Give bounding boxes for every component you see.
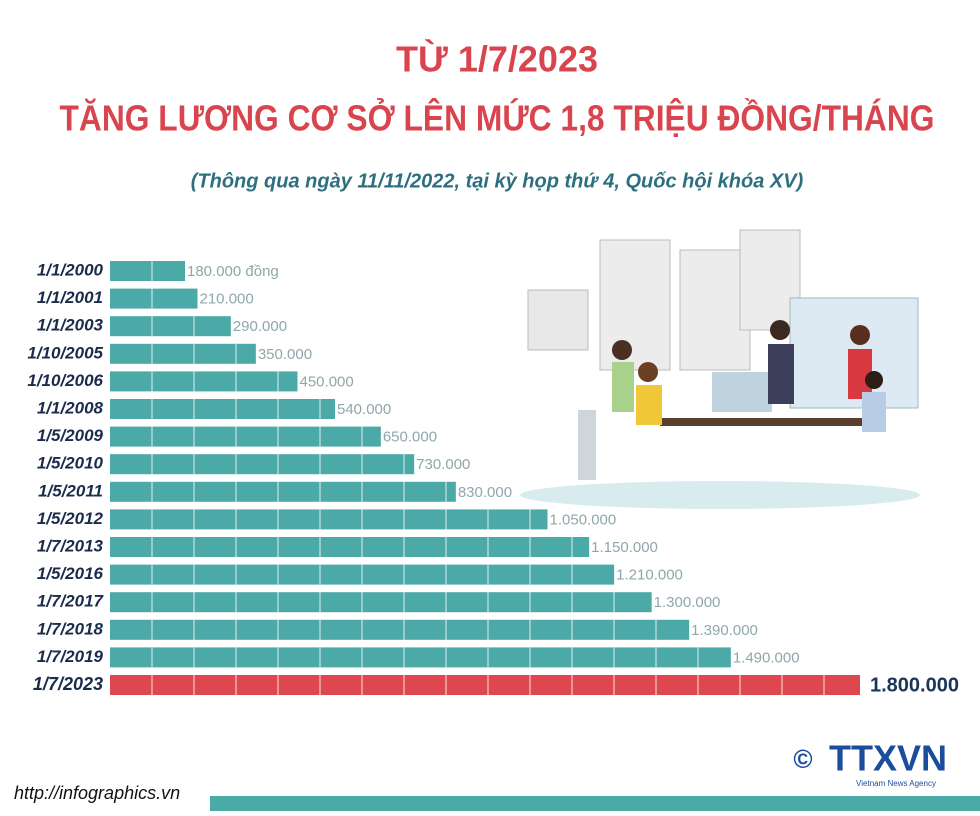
bar bbox=[110, 619, 690, 640]
footer-url: http://infographics.vn bbox=[14, 783, 180, 803]
value-label: 730.000 bbox=[416, 456, 470, 473]
bar bbox=[110, 399, 335, 419]
value-label: 1.490.000 bbox=[733, 649, 800, 666]
value-label: 830.000 bbox=[458, 484, 512, 501]
bar bbox=[110, 343, 256, 364]
category-label: 1/7/2013 bbox=[37, 536, 104, 555]
chart-title: TỪ 1/7/2023 bbox=[396, 38, 598, 80]
category-label: 1/1/2001 bbox=[37, 288, 103, 307]
chart-subtitle: TĂNG LƯƠNG CƠ SỞ LÊN MỨC 1,8 TRIỆU ĐỒNG/… bbox=[60, 97, 935, 139]
footer-stripe bbox=[0, 796, 980, 811]
bar bbox=[110, 316, 231, 337]
category-label: 1/5/2010 bbox=[37, 454, 104, 473]
category-label: 1/5/2016 bbox=[37, 564, 104, 583]
value-label: 1.300.000 bbox=[654, 594, 721, 611]
category-label: 1/7/2017 bbox=[37, 592, 105, 611]
category-label: 1/10/2006 bbox=[27, 371, 103, 390]
bar bbox=[110, 481, 456, 502]
category-label: 1/5/2009 bbox=[37, 426, 104, 445]
illustration bbox=[520, 229, 920, 509]
category-label: 1/1/2008 bbox=[37, 398, 104, 417]
bar-chart: 1/1/2000 180.000 đồng 1/1/2001 210.000 1/1/2… bbox=[27, 260, 959, 696]
copyright: © bbox=[793, 744, 812, 774]
footer-url-box bbox=[0, 780, 210, 811]
value-label: 540.000 bbox=[337, 401, 391, 418]
value-label: 1.800.000 bbox=[870, 674, 959, 696]
value-label: 180.000 đồng bbox=[187, 263, 279, 280]
logo: TTXVN bbox=[829, 738, 947, 779]
value-label: 1.150.000 bbox=[591, 539, 658, 556]
category-label: 1/1/2003 bbox=[37, 316, 104, 335]
bar bbox=[110, 261, 185, 281]
category-label: 1/5/2011 bbox=[38, 481, 103, 500]
value-label: 210.000 bbox=[200, 291, 254, 308]
bar bbox=[110, 454, 415, 475]
bar bbox=[110, 647, 731, 668]
value-label: 1.210.000 bbox=[616, 567, 683, 584]
bar bbox=[110, 509, 548, 530]
bar bbox=[110, 537, 590, 557]
chart-note: (Thông qua ngày 11/11/2022, tại kỳ họp t… bbox=[191, 170, 804, 192]
value-label: 290.000 bbox=[233, 318, 287, 335]
category-label: 1/10/2005 bbox=[27, 343, 103, 362]
value-label: 1.050.000 bbox=[550, 511, 617, 528]
category-label: 1/7/2023 bbox=[33, 674, 103, 694]
bar bbox=[110, 592, 652, 613]
value-label: 650.000 bbox=[383, 429, 437, 446]
category-label: 1/7/2019 bbox=[37, 647, 104, 666]
value-label: 350.000 bbox=[258, 346, 312, 363]
bar bbox=[110, 675, 860, 695]
category-label: 1/5/2012 bbox=[37, 509, 104, 528]
agency: Vietnam News Agency bbox=[856, 779, 936, 788]
bar bbox=[110, 288, 198, 309]
value-label: 1.390.000 bbox=[691, 622, 758, 639]
category-label: 1/7/2018 bbox=[37, 619, 104, 638]
bar bbox=[110, 426, 381, 447]
value-label: 450.000 bbox=[300, 373, 354, 390]
bar bbox=[110, 371, 298, 392]
category-label: 1/1/2000 bbox=[37, 260, 104, 279]
